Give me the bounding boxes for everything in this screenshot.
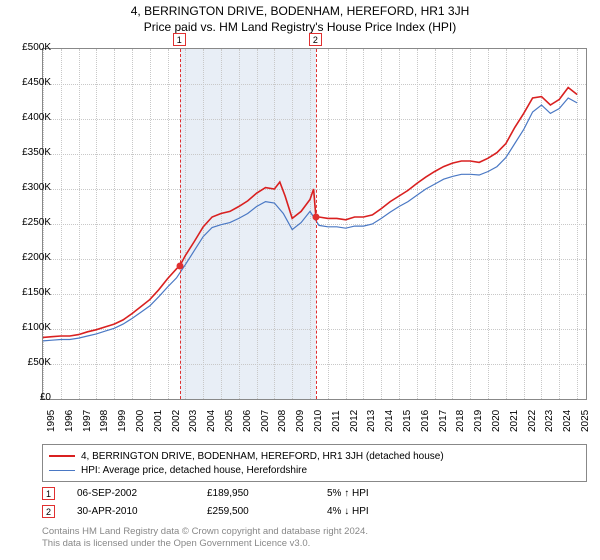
x-axis-label: 2024 xyxy=(562,410,573,432)
x-axis-label: 2003 xyxy=(188,410,199,432)
x-axis-label: 2021 xyxy=(509,410,520,432)
legend-label: 4, BERRINGTON DRIVE, BODENHAM, HEREFORD,… xyxy=(81,451,444,462)
y-axis-label: £250K xyxy=(5,217,51,228)
x-axis-label: 2001 xyxy=(153,410,164,432)
x-axis-label: 2004 xyxy=(206,410,217,432)
title-line-1: 4, BERRINGTON DRIVE, BODENHAM, HEREFORD,… xyxy=(0,4,600,18)
table-row: 1 06-SEP-2002 £189,950 5% ↑ HPI xyxy=(42,484,587,502)
txn-price: £189,950 xyxy=(207,488,327,499)
line-series-svg xyxy=(43,49,586,399)
table-row: 2 30-APR-2010 £259,500 4% ↓ HPI xyxy=(42,502,587,520)
chart-marker-badge: 1 xyxy=(173,33,186,46)
x-axis-label: 2006 xyxy=(242,410,253,432)
x-axis-label: 2016 xyxy=(420,410,431,432)
y-axis-label: £300K xyxy=(5,182,51,193)
y-axis-label: £0 xyxy=(5,392,51,403)
x-axis-label: 1997 xyxy=(82,410,93,432)
legend-swatch xyxy=(49,470,75,471)
chart-marker-badge: 2 xyxy=(309,33,322,46)
x-axis-label: 1995 xyxy=(46,410,57,432)
x-axis-label: 1998 xyxy=(99,410,110,432)
x-axis-label: 2023 xyxy=(544,410,555,432)
x-axis-label: 2015 xyxy=(402,410,413,432)
footer-text: Contains HM Land Registry data © Crown c… xyxy=(42,526,368,550)
x-axis-label: 2007 xyxy=(260,410,271,432)
legend-box: 4, BERRINGTON DRIVE, BODENHAM, HEREFORD,… xyxy=(42,444,587,482)
x-axis-label: 2025 xyxy=(580,410,591,432)
title-line-2: Price paid vs. HM Land Registry's House … xyxy=(0,20,600,34)
x-axis-label: 1999 xyxy=(117,410,128,432)
y-axis-label: £100K xyxy=(5,322,51,333)
x-axis-label: 2012 xyxy=(349,410,360,432)
y-axis-label: £50K xyxy=(5,357,51,368)
x-axis-label: 2000 xyxy=(135,410,146,432)
x-axis-label: 2002 xyxy=(171,410,182,432)
marker-badge: 1 xyxy=(42,487,55,500)
legend-label: HPI: Average price, detached house, Here… xyxy=(81,465,307,476)
footer-line: Contains HM Land Registry data © Crown c… xyxy=(42,526,368,538)
plot-area xyxy=(42,48,587,400)
chart-container: 4, BERRINGTON DRIVE, BODENHAM, HEREFORD,… xyxy=(0,0,600,560)
x-axis-label: 2022 xyxy=(527,410,538,432)
y-axis-label: £400K xyxy=(5,112,51,123)
x-axis-label: 2010 xyxy=(313,410,324,432)
txn-price: £259,500 xyxy=(207,506,327,517)
footer-line: This data is licensed under the Open Gov… xyxy=(42,538,368,550)
transactions-table: 1 06-SEP-2002 £189,950 5% ↑ HPI 2 30-APR… xyxy=(42,484,587,520)
x-axis-label: 1996 xyxy=(64,410,75,432)
y-axis-label: £150K xyxy=(5,287,51,298)
legend-swatch xyxy=(49,455,75,457)
price-marker-dot xyxy=(312,214,319,221)
y-axis-label: £450K xyxy=(5,77,51,88)
legend-row: HPI: Average price, detached house, Here… xyxy=(49,463,580,477)
x-axis-label: 2008 xyxy=(277,410,288,432)
txn-delta: 5% ↑ HPI xyxy=(327,488,417,499)
x-axis-label: 2018 xyxy=(455,410,466,432)
y-axis-label: £350K xyxy=(5,147,51,158)
txn-delta: 4% ↓ HPI xyxy=(327,506,417,517)
x-axis-label: 2005 xyxy=(224,410,235,432)
x-axis-label: 2017 xyxy=(438,410,449,432)
y-axis-label: £500K xyxy=(5,42,51,53)
price-marker-dot xyxy=(176,263,183,270)
x-axis-label: 2011 xyxy=(331,410,342,432)
marker-badge: 2 xyxy=(42,505,55,518)
txn-date: 06-SEP-2002 xyxy=(77,488,207,499)
x-axis-label: 2019 xyxy=(473,410,484,432)
x-axis-label: 2009 xyxy=(295,410,306,432)
x-axis-label: 2014 xyxy=(384,410,395,432)
x-axis-label: 2013 xyxy=(366,410,377,432)
y-axis-label: £200K xyxy=(5,252,51,263)
txn-date: 30-APR-2010 xyxy=(77,506,207,517)
legend-row: 4, BERRINGTON DRIVE, BODENHAM, HEREFORD,… xyxy=(49,449,580,463)
title-block: 4, BERRINGTON DRIVE, BODENHAM, HEREFORD,… xyxy=(0,0,600,34)
x-axis-label: 2020 xyxy=(491,410,502,432)
